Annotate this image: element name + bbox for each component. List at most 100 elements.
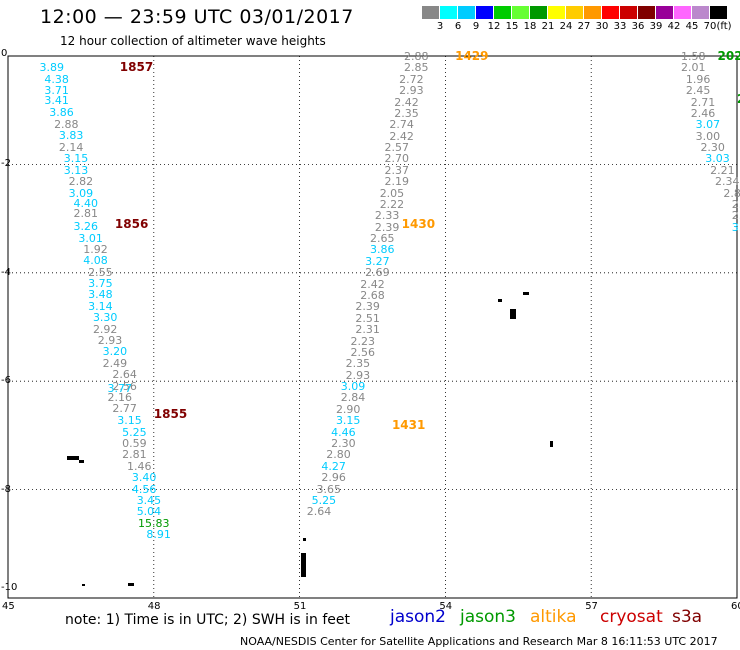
legend-label: 9 — [472, 21, 480, 32]
y-tick-label: -8 — [1, 483, 11, 495]
legend-label: 42 — [667, 21, 681, 32]
island-shape — [82, 584, 85, 586]
legend-label: 33 — [613, 21, 627, 32]
y-tick-label: -2 — [1, 158, 11, 170]
pass-time-label: 1855 — [153, 406, 188, 421]
wave-height-label: 2.14 — [58, 140, 84, 154]
map-plot-area: 45 48 51 54 57 60 0 -2 -4 -6 -8 -10 3.894.383.713.41… — [1, 48, 740, 612]
wave-height-label: 3.09 — [68, 186, 94, 200]
island-shape — [128, 583, 134, 586]
wave-height-label: 2.35 — [394, 106, 419, 120]
wave-height-label: 2.85 — [403, 61, 429, 75]
wave-height-label: 3.30 — [92, 311, 118, 325]
legend-label: 45 — [685, 21, 699, 32]
pass-time-label: 1857 — [119, 59, 154, 74]
legend-swatch — [566, 6, 584, 19]
wave-height-label: 5.04 — [136, 505, 162, 519]
satellite-legend-jason3: jason3 — [460, 607, 516, 627]
legend-label: 36 — [631, 21, 645, 32]
wave-height-label: 2.42 — [394, 95, 419, 109]
wave-height-label: 3.15 — [335, 414, 361, 428]
legend-swatch — [440, 6, 458, 19]
wave-height-label: 2.81 — [122, 448, 147, 462]
wave-height-label: 2.65 — [369, 232, 395, 246]
wave-height-label: 2.93 — [399, 84, 424, 98]
wave-height-label: 3.89 — [39, 60, 64, 74]
map-canvas — [7, 55, 738, 599]
legend-swatch — [638, 6, 656, 19]
legend-swatch — [494, 6, 512, 19]
wave-height-label: 15.83 — [138, 516, 170, 530]
wave-height-label: 4.08 — [83, 254, 108, 268]
legend-swatch — [422, 6, 440, 19]
pass-time-label: 20 — [737, 93, 740, 105]
legend-swatch — [692, 6, 710, 19]
wave-height-label: 2.93 — [97, 334, 123, 347]
legend-labels: 3 6 9 12 15 18 21 24 27 30 33 36 39 42 45 70 (ft) — [422, 19, 732, 33]
wave-height-label: 2.88 — [403, 50, 429, 63]
wave-height-label: 2.56 — [112, 379, 137, 393]
wave-height-label: 2.23 — [350, 334, 376, 348]
wave-height-label: 2.84 — [340, 391, 366, 405]
wave-height-label: 2.42 — [389, 129, 414, 143]
legend-label: 15 — [505, 21, 519, 32]
wave-height-label: 3.01 — [78, 231, 103, 245]
wave-height-label: 2.46 — [690, 106, 716, 120]
x-tick-label: 48 — [147, 601, 161, 612]
wave-height-label: 2.71 — [690, 95, 716, 109]
wave-height-label: 2.45 — [685, 84, 711, 98]
wave-height-label: 3.86 — [369, 243, 395, 257]
wave-height-label: 2.31 — [355, 323, 380, 337]
wave-height-label: 2.01 — [681, 61, 706, 75]
wave-height-label: 8.91 — [146, 528, 171, 542]
footer-note: note: 1) Time is in UTC; 2) SWH is in fe… — [65, 612, 351, 628]
wave-height-label: 3.09 — [340, 380, 366, 394]
y-tick-label: -4 — [1, 266, 11, 278]
color-legend: 3 6 9 12 15 18 21 24 27 30 33 36 39 42 45 70 (ft) — [422, 6, 732, 33]
legend-swatches — [422, 6, 728, 19]
wave-height-label: 3.26 — [73, 220, 99, 234]
wave-height-label: 2.69 — [365, 266, 390, 280]
wave-height-label: 2.51 — [355, 311, 380, 325]
wave-height-label: 3.41 — [44, 94, 69, 108]
wave-height-label: 2.35 — [345, 357, 371, 371]
island-shape — [498, 299, 502, 302]
satellite-legend-cryosat: cryosat — [600, 607, 663, 627]
x-tick-label: 54 — [439, 601, 453, 612]
wave-height-label: 2.57 — [384, 141, 410, 155]
wave-height-label: 3.00 — [695, 129, 721, 143]
wave-height-label: 2.88 — [54, 117, 79, 131]
pass-time-label: 1429 — [455, 49, 489, 63]
legend-label: 24 — [559, 21, 573, 32]
wave-height-label: 3.77 — [107, 381, 133, 395]
island-shape — [67, 456, 79, 460]
wave-height-label: 2.56 — [350, 345, 376, 359]
legend-label: 21 — [541, 21, 555, 32]
wave-height-label: 2.30 — [331, 436, 356, 450]
legend-swatch — [458, 6, 476, 19]
y-tick-label: -10 — [1, 582, 18, 593]
wave-height-label: 1.96 — [685, 72, 711, 86]
island-shape — [79, 460, 84, 463]
wave-height-label: 2.34 — [715, 175, 740, 189]
wave-height-label: 2.37 — [384, 163, 410, 177]
wave-height-label: 3.71 — [44, 83, 69, 97]
legend-swatch — [548, 6, 566, 19]
wave-height-label: 3.40 — [131, 471, 157, 485]
wave-height-label: 2. — [731, 209, 740, 223]
wave-height-label: 2.55 — [88, 265, 113, 279]
wave-height-label: 2.80 — [326, 448, 351, 462]
legend-swatch — [674, 6, 692, 19]
wave-height-label: 2.92 — [92, 322, 118, 336]
wave-height-label: 2. — [731, 197, 740, 211]
wave-height-label: 1.92 — [83, 242, 108, 256]
wave-height-label: 3.48 — [88, 288, 113, 302]
wave-height-label: 2.16 — [107, 390, 133, 404]
legend-label: 6 — [454, 21, 462, 32]
wave-height-label: 2.64 — [306, 505, 332, 519]
wave-height-label: 0.59 — [122, 436, 147, 450]
wave-height-label: 2.82 — [68, 174, 94, 188]
x-tick-label: 57 — [585, 601, 598, 612]
legend-label: 18 — [523, 21, 537, 32]
wave-height-label: 2.8 — [723, 186, 740, 200]
